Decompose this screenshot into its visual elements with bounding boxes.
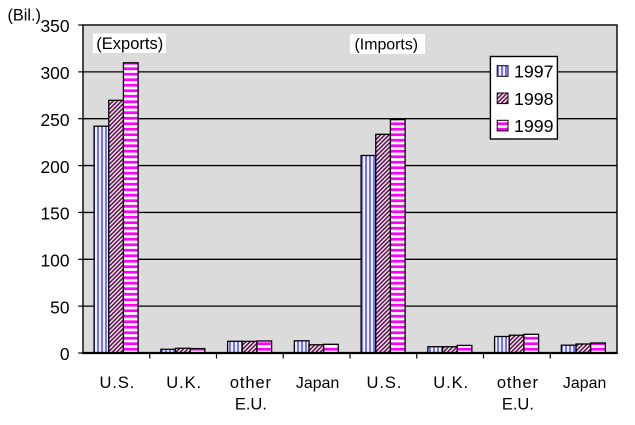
svg-text:(Imports): (Imports) (355, 37, 419, 54)
svg-text:U.S.: U.S. (367, 374, 403, 392)
svg-text:150: 150 (40, 204, 69, 224)
svg-text:50: 50 (50, 297, 69, 317)
svg-text:Japan: Japan (296, 375, 340, 392)
svg-text:E.U.: E.U. (502, 395, 534, 413)
svg-text:300: 300 (40, 63, 69, 83)
svg-text:1999: 1999 (514, 116, 554, 136)
svg-text:200: 200 (40, 157, 69, 177)
svg-text:other: other (497, 374, 539, 392)
svg-text:1998: 1998 (514, 89, 554, 109)
svg-text:U.S.: U.S. (100, 374, 136, 392)
svg-text:E.U.: E.U. (235, 395, 267, 413)
svg-text:0: 0 (60, 344, 70, 364)
svg-text:U.K.: U.K. (166, 374, 202, 392)
svg-text:other: other (230, 374, 272, 392)
svg-text:(Exports): (Exports) (96, 35, 163, 53)
svg-text:350: 350 (40, 16, 69, 36)
svg-text:(Bil.): (Bil.) (8, 7, 41, 25)
svg-text:1997: 1997 (514, 62, 554, 82)
svg-text:100: 100 (40, 250, 69, 270)
svg-text:U.K.: U.K. (433, 374, 469, 392)
svg-text:Japan: Japan (563, 375, 607, 392)
svg-text:250: 250 (40, 110, 69, 130)
